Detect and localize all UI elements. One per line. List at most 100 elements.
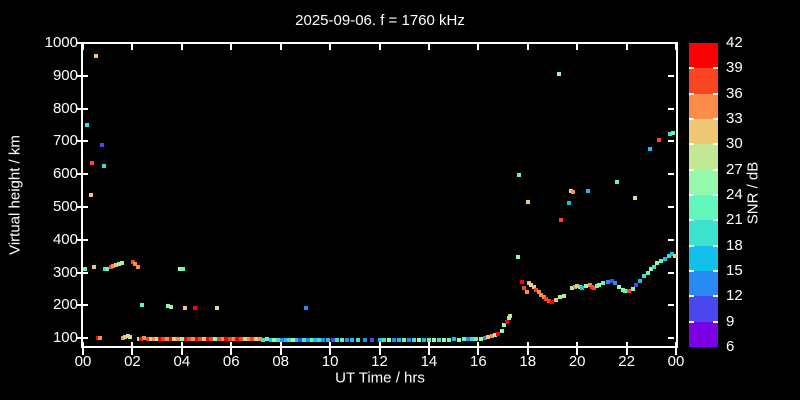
data-point: [148, 337, 153, 342]
data-point: [272, 337, 277, 342]
x-tick-top: [82, 44, 84, 50]
y-tick-label: 600: [52, 165, 78, 183]
colorbar-band: [689, 119, 718, 145]
y-tick-label: 700: [52, 132, 78, 150]
data-point: [633, 196, 638, 201]
data-point: [531, 285, 536, 290]
colorbar-tick-label: 30: [726, 135, 743, 153]
data-point: [136, 336, 141, 341]
data-point: [662, 256, 667, 261]
data-point: [224, 337, 229, 342]
data-point: [120, 260, 125, 265]
data-point: [142, 336, 147, 341]
x-tick-top: [625, 44, 628, 50]
data-point: [451, 337, 456, 342]
x-tick-top: [477, 44, 480, 50]
data-point: [180, 266, 185, 271]
data-point: [377, 338, 382, 343]
x-tick-top: [180, 44, 183, 50]
colorbar-notch: [689, 194, 694, 196]
data-point: [235, 337, 240, 342]
data-point: [268, 337, 273, 342]
data-point: [242, 337, 247, 342]
data-point: [330, 338, 335, 343]
data-point: [335, 338, 340, 343]
y-tick-label: 400: [52, 230, 78, 248]
x-tick-top: [378, 44, 381, 50]
y-tick-right: [668, 304, 674, 307]
data-point: [568, 188, 573, 193]
y-tick: [76, 107, 88, 110]
x-tick-top: [427, 44, 430, 50]
data-point: [575, 284, 580, 289]
data-point: [630, 286, 635, 291]
x-tick: [625, 342, 628, 355]
data-point: [470, 337, 475, 342]
x-tick: [378, 342, 381, 355]
data-point: [671, 130, 676, 135]
colorbar-tick-label: 12: [726, 287, 743, 305]
data-point: [183, 337, 188, 342]
data-point: [239, 337, 244, 342]
y-tick: [76, 173, 88, 176]
data-point: [412, 338, 417, 343]
x-tick-label: 22: [618, 353, 635, 370]
data-point: [597, 283, 602, 288]
data-point: [559, 218, 564, 223]
data-point: [140, 303, 145, 308]
x-tick-label: 12: [371, 353, 388, 370]
data-point: [489, 334, 494, 339]
data-point: [88, 192, 93, 197]
data-point: [345, 338, 350, 343]
colorbar-notch: [713, 295, 718, 298]
colorbar-notch: [713, 143, 718, 146]
data-point: [620, 287, 625, 292]
colorbar-notch: [689, 118, 694, 120]
y-tick: [76, 337, 88, 340]
data-point: [253, 337, 258, 342]
data-point: [176, 337, 181, 342]
x-tick-label: 20: [568, 353, 586, 370]
data-point: [544, 297, 549, 302]
data-point: [482, 336, 487, 341]
x-tick-label: 18: [519, 353, 537, 370]
data-point: [111, 264, 116, 269]
data-point: [641, 274, 646, 279]
data-point: [570, 286, 575, 291]
y-tick: [76, 205, 88, 208]
data-point: [261, 337, 266, 342]
data-point: [561, 293, 566, 298]
data-point: [499, 328, 504, 333]
data-point: [504, 319, 509, 324]
colorbar-tick-label: 18: [726, 236, 743, 254]
data-point: [670, 251, 675, 256]
colorbar-band: [689, 195, 718, 221]
data-point: [648, 147, 653, 152]
colorbar-tick-label: 39: [726, 59, 743, 77]
colorbar-notch: [713, 118, 718, 120]
data-point: [539, 292, 544, 297]
data-point: [121, 336, 126, 341]
data-point: [402, 338, 407, 343]
colorbar-band: [689, 245, 718, 271]
data-point: [169, 304, 174, 309]
colorbar-notch: [689, 244, 694, 247]
x-tick: [427, 342, 430, 355]
y-tick-label: 800: [52, 99, 78, 117]
data-point: [220, 336, 225, 341]
data-point: [524, 289, 529, 294]
data-point: [213, 337, 218, 342]
data-point: [145, 336, 150, 341]
data-point: [645, 271, 650, 276]
data-point: [105, 266, 110, 271]
colorbar-notch: [713, 92, 718, 95]
colorbar-band: [689, 321, 718, 347]
data-point: [617, 284, 622, 289]
data-point: [534, 287, 539, 292]
data-point: [158, 336, 163, 341]
data-point: [136, 264, 141, 269]
data-point: [187, 336, 192, 341]
y-tick: [76, 238, 88, 241]
data-point: [634, 283, 639, 288]
